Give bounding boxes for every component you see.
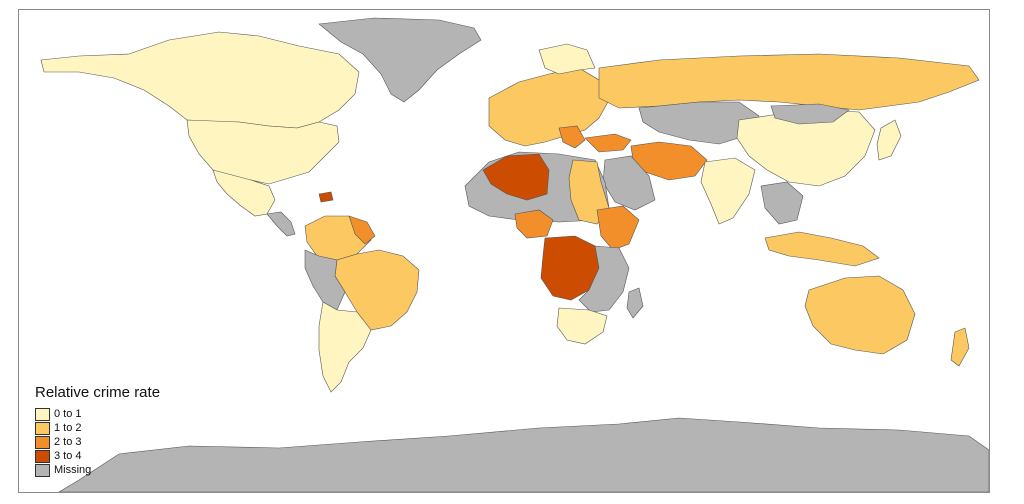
region-usa bbox=[186, 119, 340, 185]
region-mexico bbox=[212, 169, 276, 217]
region-balkans bbox=[558, 125, 586, 149]
region-turkey bbox=[584, 133, 632, 153]
map-legend: Relative crime rate 0 to 1 1 to 2 2 to 3… bbox=[35, 384, 160, 477]
region-argentina bbox=[318, 301, 372, 393]
legend-label: 2 to 3 bbox=[54, 436, 82, 448]
legend-label: Missing bbox=[54, 464, 92, 476]
legend-title: Relative crime rate bbox=[35, 384, 161, 401]
region-central-africa bbox=[540, 235, 600, 301]
region-antarctica bbox=[58, 417, 989, 492]
region-mongolia bbox=[770, 103, 850, 125]
region-greenland bbox=[318, 17, 482, 103]
region-central-asia bbox=[638, 101, 760, 145]
region-se-asia bbox=[760, 181, 804, 225]
region-russia bbox=[598, 53, 980, 111]
region-europe bbox=[488, 67, 610, 147]
legend-swatch bbox=[35, 463, 50, 477]
region-west-africa bbox=[514, 209, 554, 239]
legend-swatch bbox=[35, 407, 50, 421]
legend-item: 1 to 2 bbox=[35, 421, 160, 435]
legend-label: 0 to 1 bbox=[54, 408, 82, 420]
region-south-africa bbox=[556, 307, 608, 345]
region-horn-africa bbox=[596, 205, 640, 251]
legend-swatch bbox=[35, 421, 50, 435]
region-algeria bbox=[482, 153, 550, 201]
region-caribbean bbox=[318, 191, 334, 203]
region-egypt-sudan bbox=[568, 159, 610, 225]
legend-item: 0 to 1 bbox=[35, 407, 160, 421]
region-scandinavia bbox=[538, 43, 596, 75]
region-india bbox=[700, 157, 756, 225]
legend-label: 1 to 2 bbox=[54, 422, 82, 434]
world-choropleth-map bbox=[40, 17, 989, 492]
region-east-africa bbox=[578, 245, 630, 313]
legend-swatch bbox=[35, 449, 50, 463]
region-madagascar bbox=[626, 287, 644, 319]
legend-swatch bbox=[35, 435, 50, 449]
region-japan bbox=[876, 119, 902, 161]
legend-item: 2 to 3 bbox=[35, 435, 160, 449]
region-australia bbox=[804, 275, 916, 355]
region-guianas bbox=[348, 215, 376, 245]
region-central-america bbox=[266, 211, 296, 237]
region-peru-bolivia bbox=[304, 249, 346, 311]
legend-item: Missing bbox=[35, 463, 160, 477]
region-indonesia bbox=[764, 231, 880, 267]
legend-label: 3 to 4 bbox=[54, 450, 82, 462]
region-canada bbox=[40, 31, 360, 129]
legend-item: 3 to 4 bbox=[35, 449, 160, 463]
region-new-zealand bbox=[950, 327, 970, 367]
map-panel: Relative crime rate 0 to 1 1 to 2 2 to 3… bbox=[18, 9, 990, 493]
